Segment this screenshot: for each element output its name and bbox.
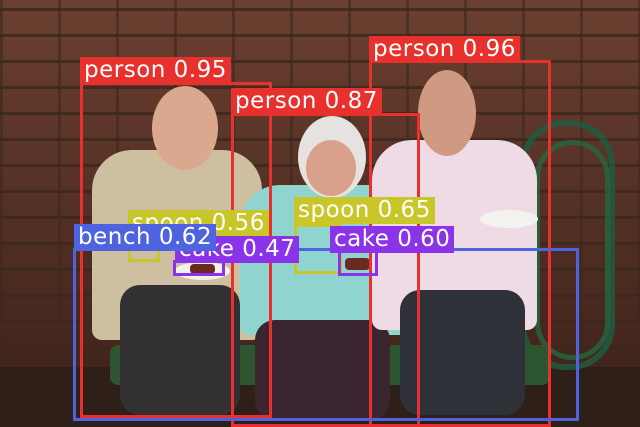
detection-label: bench 0.62 (74, 224, 217, 251)
cake-left (190, 264, 215, 274)
detection-label: person 0.95 (80, 57, 231, 84)
detection-label: cake 0.60 (330, 226, 455, 253)
detection-box-bench (73, 248, 579, 421)
cake-middle (345, 258, 370, 270)
detection-label: person 0.96 (369, 36, 520, 63)
plate-right (480, 210, 538, 228)
detection-label: person 0.87 (231, 88, 382, 115)
detection-label: spoon 0.65 (294, 197, 435, 224)
detection-box-cake (338, 250, 378, 276)
